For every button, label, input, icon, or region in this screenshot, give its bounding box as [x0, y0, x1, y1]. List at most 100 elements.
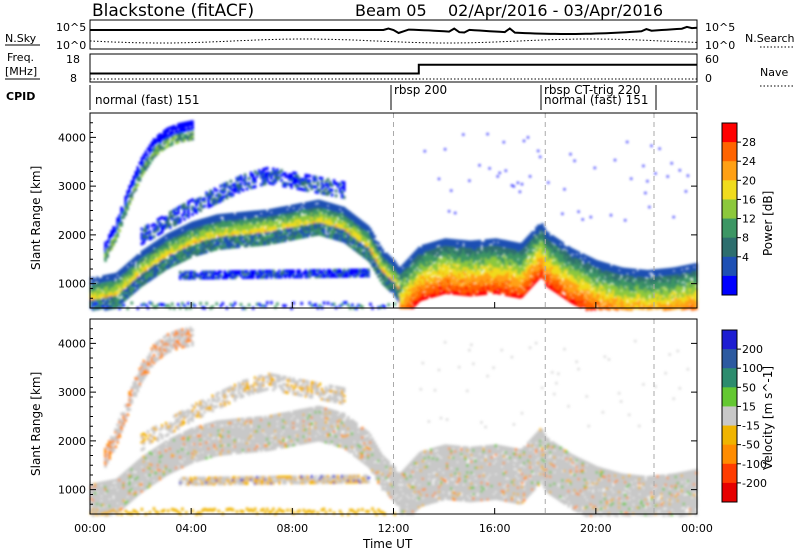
heatmap-cell: [518, 190, 521, 193]
heatmap-cell: [316, 188, 320, 192]
heatmap-cell: [108, 276, 111, 280]
heatmap-cell: [280, 237, 283, 241]
heatmap-cell: [98, 291, 101, 295]
heatmap-cell: [322, 231, 326, 235]
heatmap-cell: [549, 271, 552, 274]
heatmap-cell: [235, 186, 239, 190]
heatmap-cell: [338, 187, 342, 191]
heatmap-cell: [401, 301, 405, 305]
heatmap-cell: [521, 255, 524, 259]
heatmap-cell: [474, 240, 477, 244]
heatmap-cell: [312, 233, 316, 237]
heatmap-cell: [338, 225, 342, 229]
heatmap-cell: [427, 247, 431, 251]
heatmap-cell: [476, 292, 480, 296]
heatmap-cell: [450, 247, 453, 251]
heatmap-cell: [298, 223, 301, 226]
heatmap-cell: [298, 212, 301, 215]
heatmap-cell: [181, 122, 184, 126]
heatmap-cell: [146, 279, 150, 283]
heatmap-cell: [504, 266, 508, 270]
heatmap-cell: [383, 263, 386, 267]
heatmap-cell: [262, 177, 265, 181]
heatmap-cell: [132, 273, 136, 277]
heatmap-cell: [434, 285, 437, 289]
heatmap-cell: [284, 182, 287, 186]
heatmap-cell: [241, 272, 245, 276]
heatmap-cell: [405, 297, 409, 301]
heatmap-cell: [211, 305, 214, 309]
heatmap-cell: [344, 239, 348, 243]
heatmap-cell: [183, 203, 186, 206]
heatmap-cell: [264, 182, 267, 186]
heatmap-cell: [266, 179, 269, 183]
heatmap-cell: [286, 236, 289, 240]
heatmap-cell: [260, 273, 263, 277]
heatmap-cell: [199, 249, 202, 253]
heatmap-cell: [438, 286, 441, 290]
heatmap-cell: [106, 283, 109, 287]
heatmap-cell: [116, 301, 119, 305]
heatmap-cell: [334, 274, 338, 278]
heatmap-cell: [399, 281, 403, 285]
heatmap-cell: [436, 262, 439, 266]
heatmap-cell: [314, 273, 318, 277]
heatmap-cell: [427, 278, 431, 282]
heatmap-cell: [146, 246, 150, 250]
heatmap-cell: [211, 217, 214, 221]
heatmap-cell: [440, 263, 443, 267]
heatmap-cell: [541, 236, 544, 240]
heatmap-cell: [361, 223, 364, 227]
heatmap-cell: [223, 272, 227, 276]
heatmap-cell: [146, 164, 150, 168]
heatmap-cell: [314, 233, 318, 236]
heatmap-cell: [302, 178, 306, 182]
heatmap-cell: [401, 286, 405, 290]
heatmap-cell: [338, 232, 342, 235]
heatmap-cell: [349, 235, 352, 239]
heatmap-cell: [154, 229, 158, 233]
heatmap-cell: [409, 295, 413, 298]
heatmap-cell: [310, 273, 314, 277]
heatmap-cell: [322, 212, 326, 215]
heatmap-cell: [260, 214, 263, 218]
heatmap-cell: [488, 274, 492, 277]
heatmap-cell: [280, 273, 283, 277]
heatmap-cell: [292, 217, 295, 221]
heatmap-cell: [270, 208, 273, 212]
heatmap-cell: [514, 248, 518, 252]
heatmap-cell: [318, 217, 322, 221]
heatmap-cell: [215, 229, 218, 233]
heatmap-cell: [211, 276, 214, 280]
heatmap-cell: [92, 299, 95, 303]
heatmap-cell: [474, 284, 477, 288]
heatmap-cell: [535, 239, 538, 243]
heatmap-cell: [332, 232, 336, 236]
heatmap-cell: [547, 238, 550, 242]
heatmap-cell: [183, 274, 186, 278]
heatmap-cell: [336, 220, 340, 224]
heatmap-cell: [201, 220, 204, 224]
heatmap-cell: [324, 221, 328, 225]
heatmap-cell: [361, 236, 364, 240]
heatmap-cell: [355, 225, 358, 228]
heatmap-cell: [506, 282, 510, 286]
heatmap-cell: [512, 241, 516, 245]
heatmap-cell: [144, 303, 148, 307]
heatmap-cell: [282, 239, 285, 243]
heatmap-cell: [245, 242, 249, 245]
heatmap-cell: [468, 280, 471, 284]
heatmap-cell: [336, 274, 340, 278]
heatmap-cell: [407, 264, 411, 268]
heatmap-cell: [456, 239, 459, 243]
heatmap-cell: [480, 290, 484, 294]
heatmap-cell: [90, 297, 93, 301]
heatmap-cell: [177, 221, 180, 225]
heatmap-cell: [357, 268, 360, 272]
heatmap-cell: [284, 223, 287, 227]
heatmap-cell: [389, 267, 393, 271]
heatmap-cell: [510, 265, 514, 269]
heatmap-cell: [425, 263, 429, 267]
heatmap-cell: [227, 221, 231, 225]
heatmap-cell: [472, 244, 475, 248]
